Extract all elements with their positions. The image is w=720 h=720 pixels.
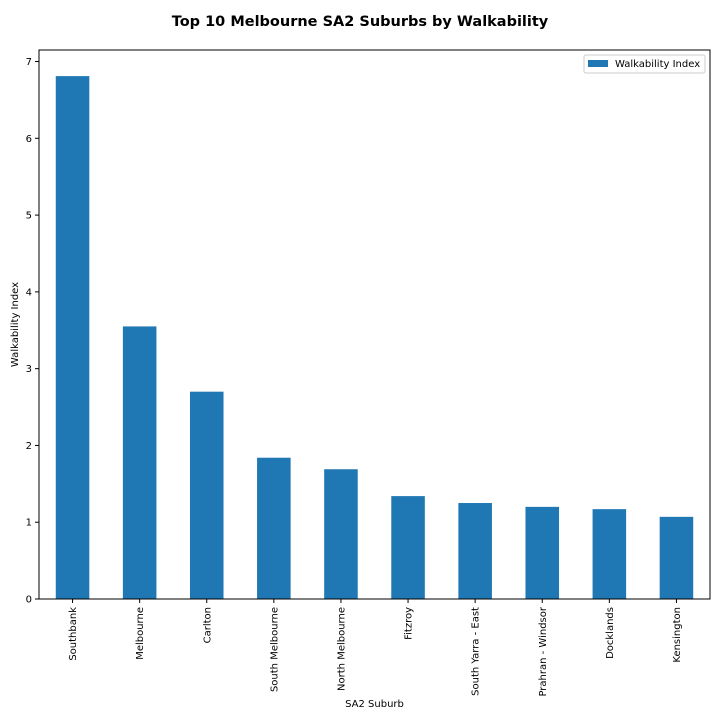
y-tick-label: 0 — [26, 595, 32, 606]
y-tick-label: 1 — [26, 518, 32, 529]
bar — [458, 503, 492, 599]
bar — [122, 326, 157, 599]
x-tick-label: North Melbourne — [336, 607, 347, 691]
bar — [525, 506, 560, 599]
bar — [257, 457, 291, 599]
bar — [391, 496, 425, 599]
y-tick-label: 2 — [26, 441, 32, 452]
y-tick-label: 6 — [26, 134, 32, 145]
plot-area: 0 1 2 3 4 5 6 7 Southbank Melbourne Carlton South M… — [26, 49, 711, 697]
legend-swatch — [588, 60, 608, 67]
x-tick-label: Fitzroy — [404, 607, 415, 640]
x-axis-label: SA2 Suburb — [345, 699, 404, 710]
y-tick-label: 4 — [26, 287, 32, 298]
x-tick-label: South Melbourne — [269, 607, 280, 692]
y-tick-label: 3 — [26, 364, 32, 375]
plot-frame — [38, 49, 711, 600]
y-axis-label: Walkability Index — [10, 282, 21, 367]
legend: Walkability Index — [583, 54, 706, 74]
x-tick-label: Kensington — [672, 607, 683, 663]
bar — [324, 469, 358, 599]
legend-label: Walkability Index — [615, 59, 700, 70]
x-tick-label: Southbank — [68, 607, 79, 661]
x-tick-label: South Yarra - East — [471, 607, 482, 696]
x-tick-label: Docklands — [605, 607, 616, 659]
bar — [189, 391, 224, 599]
bar — [592, 509, 627, 599]
x-tick-label: Melbourne — [135, 607, 146, 660]
y-tick-label: 5 — [26, 211, 32, 222]
bar — [659, 516, 694, 599]
x-tick-label: Carlton — [202, 607, 213, 643]
x-tick-label: Prahran - Windsor — [538, 606, 549, 696]
legend-box — [583, 54, 706, 74]
chart-title: Top 10 Melbourne SA2 Suburbs by Walkabil… — [172, 14, 549, 30]
bar — [55, 76, 90, 600]
y-tick-label: 7 — [26, 57, 32, 68]
